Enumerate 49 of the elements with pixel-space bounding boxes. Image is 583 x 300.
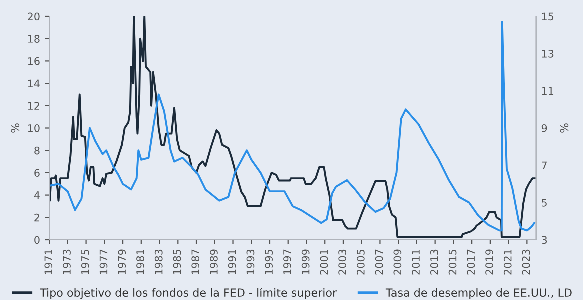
- y2-axis-title: %: [560, 124, 569, 133]
- x-tick-label: 2001: [320, 250, 328, 275]
- y2-tick-label: 15: [542, 12, 554, 21]
- x-tick-label: 1971: [44, 250, 53, 274]
- x-tick-label: 1979: [118, 250, 126, 274]
- y-axis-title: %: [11, 124, 20, 133]
- y-tick-label: 12: [28, 102, 40, 110]
- legend-label: Tasa de desempleo de EE.UU., LD: [386, 288, 572, 300]
- x-tick-label: 2017: [467, 250, 476, 275]
- x-tick-label: 2013: [430, 250, 438, 275]
- y-tick-label: 18: [28, 35, 40, 43]
- y-tick-label: 0: [34, 236, 40, 244]
- x-tick-label: 1973: [63, 250, 71, 274]
- x-tick-label: 2005: [356, 250, 365, 275]
- y-tick-label: 2: [34, 214, 40, 222]
- y-tick-label: 8: [34, 146, 40, 155]
- y2-tick-label: 13: [542, 50, 554, 58]
- x-tick-label: 2011: [412, 250, 420, 275]
- x-tick-label: 1989: [210, 250, 218, 274]
- y2-tick-label: 5: [542, 199, 547, 207]
- x-tick-label: 1985: [173, 250, 182, 274]
- x-tick-label: 2009: [394, 250, 402, 275]
- y2-tick-label: 9: [542, 124, 548, 132]
- x-tick-label: 1991: [228, 250, 236, 274]
- y2-tick-label: 7: [542, 162, 547, 170]
- x-tick-label: 1995: [265, 250, 274, 274]
- legend-label: Tipo objetivo de los fondos de la FED - límite superior: [40, 288, 338, 300]
- x-tick-label: 1983: [154, 250, 163, 274]
- y-tick-label: 20: [28, 12, 40, 21]
- y-tick-label: 10: [28, 124, 40, 132]
- x-tick-label: 2019: [486, 250, 494, 275]
- y-tick-label: 4: [34, 192, 40, 200]
- y-tick-label: 14: [28, 80, 40, 88]
- x-tick-label: 1975: [81, 250, 90, 274]
- x-tick-label: 1999: [302, 250, 310, 274]
- x-tick-label: 1981: [136, 250, 144, 274]
- x-tick-label: 1977: [100, 250, 108, 274]
- x-tick-label: 1987: [192, 250, 200, 274]
- x-tick-label: 2003: [338, 250, 346, 275]
- x-tick-label: 2007: [375, 250, 384, 275]
- y-tick-label: 6: [34, 169, 40, 178]
- x-tick-label: 2021: [504, 250, 512, 275]
- x-tick-label: 1997: [284, 250, 292, 274]
- y2-tick-label: 11: [542, 87, 554, 95]
- y-tick-label: 16: [28, 57, 40, 66]
- x-tick-label: 2015: [448, 250, 457, 275]
- x-tick-label: 1993: [246, 250, 255, 274]
- y2-tick-label: 3: [542, 236, 548, 244]
- x-tick-label: 2023: [522, 250, 530, 275]
